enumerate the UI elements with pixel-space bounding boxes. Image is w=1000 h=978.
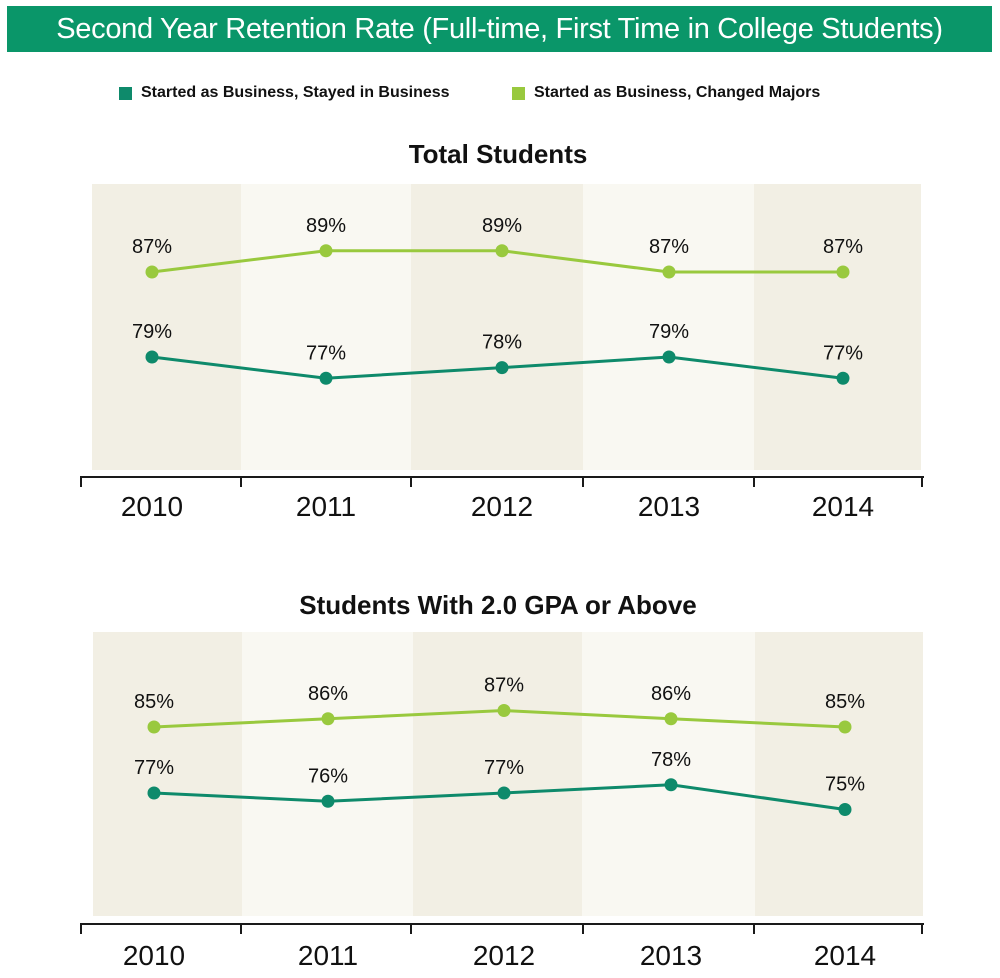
legend-item-stayed: Started as Business, Stayed in Business <box>119 84 450 102</box>
plot-band <box>413 632 582 916</box>
data-point <box>321 712 335 726</box>
data-label: 85% <box>825 691 865 713</box>
chart-banner-title: Second Year Retention Rate (Full-time, F… <box>7 6 992 52</box>
data-label: 75% <box>825 774 865 796</box>
data-label: 85% <box>134 691 174 713</box>
data-label: 79% <box>132 321 172 343</box>
x-tick-label: 2014 <box>814 940 876 971</box>
data-point <box>147 720 161 734</box>
chart-title: Students With 2.0 GPA or Above <box>299 590 697 620</box>
data-point <box>497 786 511 800</box>
plot-band <box>241 184 411 470</box>
data-point <box>662 265 676 279</box>
plot-band <box>754 184 921 470</box>
x-tick-label: 2011 <box>298 940 358 971</box>
data-point <box>147 786 161 800</box>
data-label: 77% <box>484 757 524 779</box>
data-label: 86% <box>308 683 348 705</box>
legend-swatch-stayed <box>119 86 132 100</box>
legend-item-changed: Started as Business, Changed Majors <box>512 84 820 102</box>
plot-band <box>411 184 583 470</box>
x-tick-label: 2013 <box>638 491 700 522</box>
data-point <box>838 720 852 734</box>
data-point <box>321 794 335 808</box>
data-point <box>145 265 159 279</box>
legend-label-changed: Started as Business, Changed Majors <box>534 84 821 101</box>
data-point <box>145 350 159 364</box>
data-label: 89% <box>482 215 522 237</box>
x-tick-label: 2014 <box>812 491 874 522</box>
data-point <box>495 244 509 258</box>
x-tick-label: 2012 <box>471 491 533 522</box>
x-tick-label: 2010 <box>121 491 183 522</box>
plot-band <box>93 632 242 916</box>
plot-band <box>242 632 413 916</box>
data-label: 87% <box>649 236 689 258</box>
x-tick-label: 2011 <box>296 491 356 522</box>
x-tick-label: 2012 <box>473 940 535 971</box>
data-point <box>836 265 850 279</box>
data-label: 87% <box>823 236 863 258</box>
data-point <box>319 244 333 258</box>
data-point <box>495 361 509 375</box>
data-point <box>838 803 852 816</box>
plot-band <box>92 184 241 470</box>
data-point <box>319 371 333 385</box>
plot-band <box>755 632 923 916</box>
x-tick-label: 2010 <box>123 940 185 971</box>
data-point <box>497 704 511 717</box>
data-label: 79% <box>649 321 689 343</box>
data-label: 87% <box>484 675 524 697</box>
data-label: 78% <box>482 332 522 354</box>
data-point <box>664 712 678 726</box>
data-label: 86% <box>651 683 691 705</box>
data-label: 78% <box>651 749 691 771</box>
data-label: 89% <box>306 215 346 237</box>
data-label: 77% <box>134 757 174 779</box>
legend-swatch-changed <box>512 86 525 100</box>
data-label: 77% <box>306 342 346 364</box>
data-label: 87% <box>132 236 172 258</box>
x-tick-label: 2013 <box>640 940 702 971</box>
legend: Started as Business, Stayed in Business … <box>0 84 1000 112</box>
data-label: 76% <box>308 765 348 787</box>
data-point <box>836 371 850 385</box>
chart-title: Total Students <box>409 139 588 169</box>
plot-band <box>583 184 754 470</box>
data-point <box>662 350 676 364</box>
data-label: 77% <box>823 342 863 364</box>
plot-band <box>582 632 755 916</box>
legend-label-stayed: Started as Business, Stayed in Business <box>141 84 450 101</box>
data-point <box>664 778 678 792</box>
